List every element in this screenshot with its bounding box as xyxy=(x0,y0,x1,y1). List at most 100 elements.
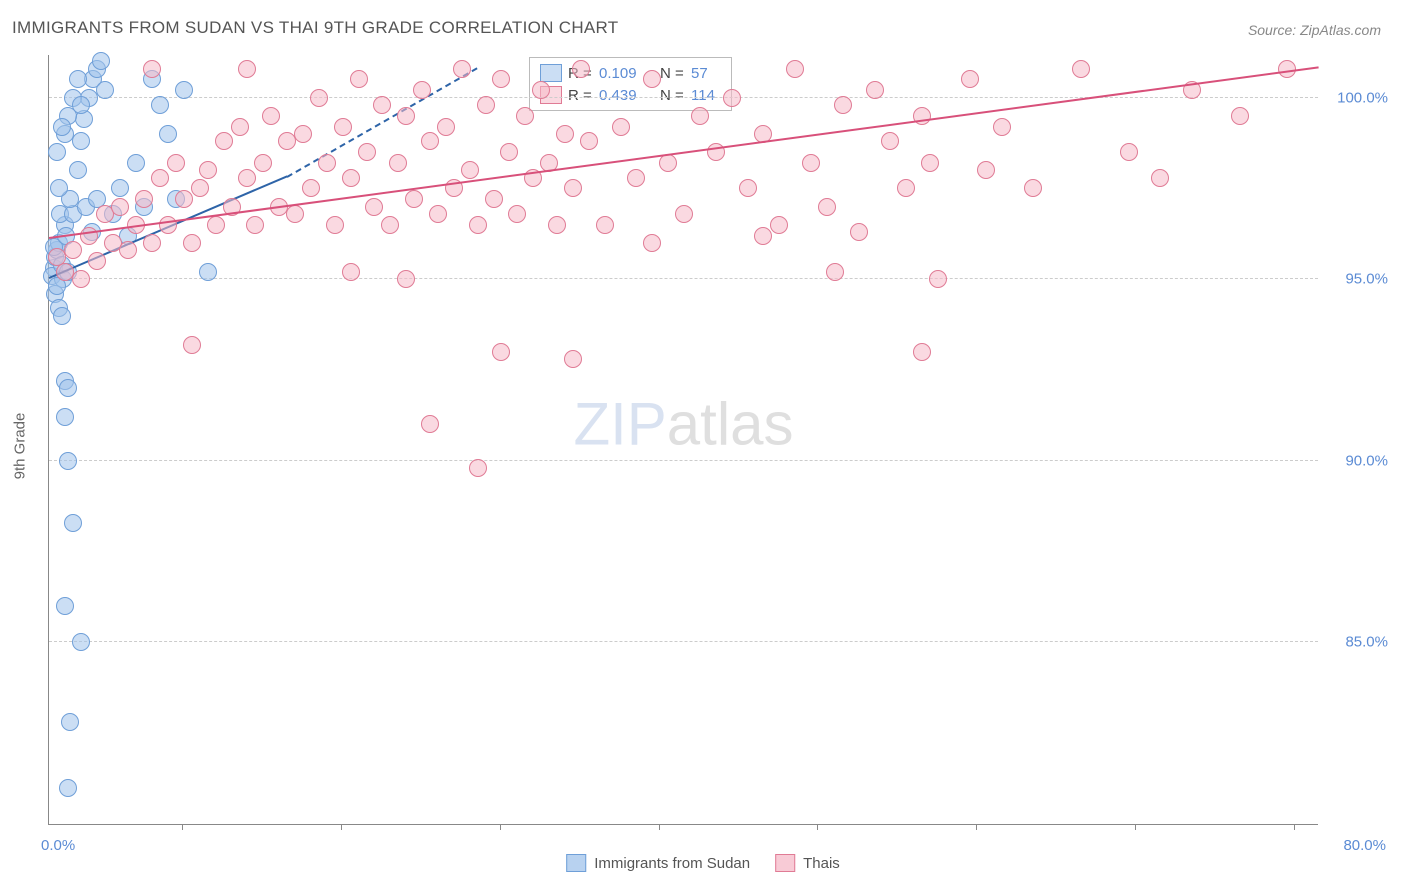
data-point xyxy=(318,154,336,172)
data-point xyxy=(59,779,77,797)
data-point xyxy=(477,96,495,114)
data-point xyxy=(485,190,503,208)
data-point xyxy=(826,263,844,281)
legend-item-thai: Thais xyxy=(775,854,840,872)
data-point xyxy=(881,132,899,150)
chart-title: IMMIGRANTS FROM SUDAN VS THAI 9TH GRADE … xyxy=(12,18,619,38)
data-point xyxy=(207,216,225,234)
data-point xyxy=(262,107,280,125)
x-tick xyxy=(659,824,660,830)
data-point xyxy=(492,70,510,88)
data-point xyxy=(580,132,598,150)
data-point xyxy=(231,118,249,136)
x-tick xyxy=(817,824,818,830)
data-point xyxy=(72,96,90,114)
stats-row-thai: R = 0.439 N = 114 xyxy=(540,84,721,106)
data-point xyxy=(818,198,836,216)
y-axis-label: 9th Grade xyxy=(12,413,29,480)
data-point xyxy=(342,263,360,281)
data-point xyxy=(59,452,77,470)
data-point xyxy=(381,216,399,234)
data-point xyxy=(326,216,344,234)
legend-label-sudan: Immigrants from Sudan xyxy=(594,855,750,872)
data-point xyxy=(786,60,804,78)
data-point xyxy=(754,227,772,245)
data-point xyxy=(358,143,376,161)
data-point xyxy=(1278,60,1296,78)
y-tick-label: 100.0% xyxy=(1337,89,1388,106)
data-point xyxy=(111,198,129,216)
data-point xyxy=(921,154,939,172)
y-tick-label: 85.0% xyxy=(1345,634,1388,651)
gridline xyxy=(49,460,1318,461)
data-point xyxy=(373,96,391,114)
n-value-thai: 114 xyxy=(691,87,721,104)
data-point xyxy=(302,179,320,197)
data-point xyxy=(88,252,106,270)
data-point xyxy=(334,118,352,136)
data-point xyxy=(929,270,947,288)
data-point xyxy=(548,216,566,234)
x-origin-label: 0.0% xyxy=(41,837,75,854)
r-value-thai: 0.439 xyxy=(599,87,654,104)
data-point xyxy=(508,205,526,223)
x-tick xyxy=(500,824,501,830)
data-point xyxy=(69,161,87,179)
data-point xyxy=(143,234,161,252)
data-point xyxy=(53,307,71,325)
data-point xyxy=(238,169,256,187)
legend-swatch-icon xyxy=(775,854,795,872)
data-point xyxy=(675,205,693,223)
data-point xyxy=(350,70,368,88)
data-point xyxy=(64,241,82,259)
data-point xyxy=(238,60,256,78)
gridline xyxy=(49,97,1318,98)
gridline xyxy=(49,641,1318,642)
data-point xyxy=(151,169,169,187)
data-point xyxy=(532,81,550,99)
plot-area: ZIPatlas R = 0.109 N = 57 R = 0.439 N = … xyxy=(48,55,1318,825)
data-point xyxy=(612,118,630,136)
data-point xyxy=(50,179,68,197)
data-point xyxy=(913,343,931,361)
watermark-part-1: ZIP xyxy=(573,391,666,458)
data-point xyxy=(691,107,709,125)
data-point xyxy=(596,216,614,234)
data-point xyxy=(469,216,487,234)
data-point xyxy=(802,154,820,172)
correlation-chart: IMMIGRANTS FROM SUDAN VS THAI 9TH GRADE … xyxy=(0,0,1406,892)
stats-row-sudan: R = 0.109 N = 57 xyxy=(540,62,721,84)
data-point xyxy=(72,132,90,150)
data-point xyxy=(564,350,582,368)
data-point xyxy=(564,179,582,197)
data-point xyxy=(199,263,217,281)
data-point xyxy=(175,81,193,99)
data-point xyxy=(453,60,471,78)
data-point xyxy=(53,118,71,136)
data-point xyxy=(413,81,431,99)
data-point xyxy=(294,125,312,143)
data-point xyxy=(310,89,328,107)
legend-swatch-icon xyxy=(566,854,586,872)
data-point xyxy=(405,190,423,208)
data-point xyxy=(199,161,217,179)
data-point xyxy=(1024,179,1042,197)
data-point xyxy=(59,379,77,397)
data-point xyxy=(556,125,574,143)
data-point xyxy=(191,179,209,197)
data-point xyxy=(897,179,915,197)
data-point xyxy=(437,118,455,136)
data-point xyxy=(659,154,677,172)
data-point xyxy=(1120,143,1138,161)
watermark: ZIPatlas xyxy=(573,390,793,459)
data-point xyxy=(48,143,66,161)
chart-source: Source: ZipAtlas.com xyxy=(1248,22,1381,38)
data-point xyxy=(183,234,201,252)
data-point xyxy=(143,60,161,78)
data-point xyxy=(770,216,788,234)
x-tick xyxy=(1135,824,1136,830)
data-point xyxy=(151,96,169,114)
legend-item-sudan: Immigrants from Sudan xyxy=(566,854,750,872)
data-point xyxy=(866,81,884,99)
y-tick-label: 90.0% xyxy=(1345,452,1388,469)
